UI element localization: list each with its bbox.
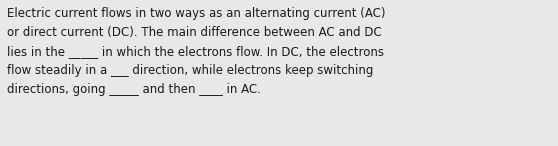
Text: Electric current flows in two ways as an alternating current (AC)
or direct curr: Electric current flows in two ways as an… [7, 7, 386, 96]
